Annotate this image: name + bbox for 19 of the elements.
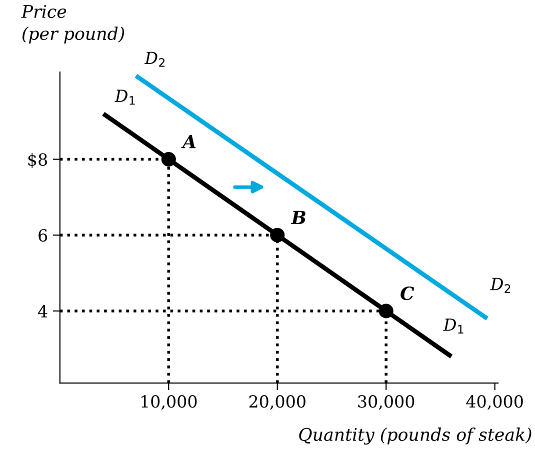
annotation: A [181,135,196,148]
point [378,304,394,318]
point [161,152,176,167]
annotation: C [400,286,414,300]
x-tick-label: 30,000 [358,395,414,410]
y-axis-title: Price (per pound) [21,4,124,44]
series-label: D$_{2}$ [144,52,164,67]
x-axis-title: Quantity (pounds of steak) [299,428,532,445]
x-tick-label: 10,000 [142,395,197,410]
text: D$_{1}$ [443,318,464,334]
y-tick-label: 4 [38,304,48,318]
annotation: B [290,210,306,224]
point [270,228,285,242]
y-tick-label: $8 [28,152,47,168]
y-tick-label: 6 [38,229,48,242]
series-label: D$_{1}$ [114,90,135,105]
x-tick-label: 40,000 [466,395,523,410]
x-tick-label: 20,000 [249,395,306,410]
text: D$_{2}$ [490,278,510,293]
